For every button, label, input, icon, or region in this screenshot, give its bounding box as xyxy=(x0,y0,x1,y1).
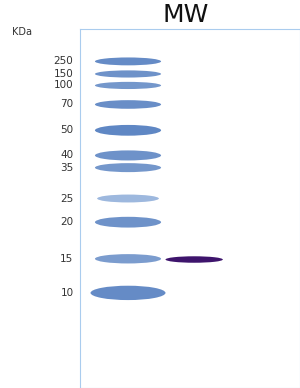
Ellipse shape xyxy=(97,194,159,203)
Text: 150: 150 xyxy=(54,69,74,79)
Ellipse shape xyxy=(95,57,161,65)
Ellipse shape xyxy=(95,70,161,78)
Text: 10: 10 xyxy=(60,288,74,298)
Text: 70: 70 xyxy=(60,99,74,109)
Ellipse shape xyxy=(91,286,166,300)
Text: KDa: KDa xyxy=(12,27,32,37)
Text: 25: 25 xyxy=(60,194,74,203)
Ellipse shape xyxy=(95,100,161,109)
Text: 35: 35 xyxy=(60,163,74,173)
Text: 40: 40 xyxy=(60,151,74,160)
Text: 20: 20 xyxy=(60,217,74,227)
Text: 15: 15 xyxy=(60,254,74,264)
Ellipse shape xyxy=(95,163,161,172)
Ellipse shape xyxy=(95,82,161,89)
Text: 100: 100 xyxy=(54,80,74,90)
Text: MW: MW xyxy=(163,3,209,27)
Ellipse shape xyxy=(166,256,223,263)
Ellipse shape xyxy=(95,125,161,136)
Text: 250: 250 xyxy=(54,56,74,66)
Ellipse shape xyxy=(95,217,161,228)
Ellipse shape xyxy=(95,151,161,161)
Ellipse shape xyxy=(95,254,161,263)
Text: 50: 50 xyxy=(60,125,74,135)
